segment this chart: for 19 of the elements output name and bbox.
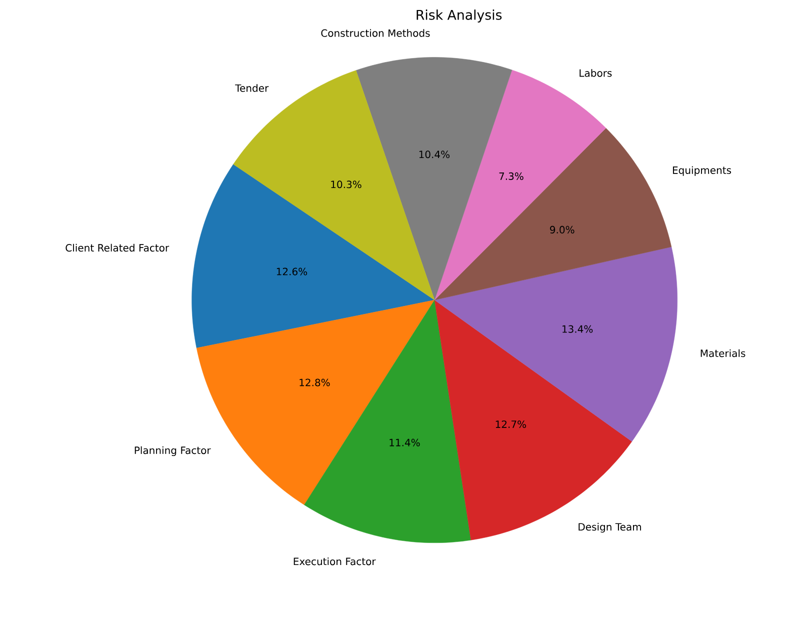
slice-label: Equipments [672, 166, 732, 176]
slice-label: Client Related Factor [66, 244, 170, 252]
data-label: 10.3% [331, 180, 362, 188]
data-label: 7.3% [499, 172, 524, 180]
data-label: 12.7% [496, 420, 526, 428]
chart-title: Risk Analysis [416, 9, 502, 22]
slice-label: Design Team [578, 522, 641, 532]
data-label: 10.4% [419, 150, 450, 158]
slice-label: Construction Methods [321, 29, 430, 37]
slice-label: Labors [580, 68, 612, 77]
slice-label: Materials [700, 349, 746, 357]
slice-label: Planning Factor [134, 446, 211, 456]
data-label: 12.6% [276, 268, 308, 276]
data-label: 9.0% [550, 226, 574, 234]
slice-label: Tender [235, 84, 269, 92]
data-label: 11.4% [390, 438, 420, 446]
data-label: 13.4% [562, 325, 593, 333]
slice-label: Execution Factor [294, 557, 376, 566]
data-label: 12.8% [300, 378, 330, 386]
